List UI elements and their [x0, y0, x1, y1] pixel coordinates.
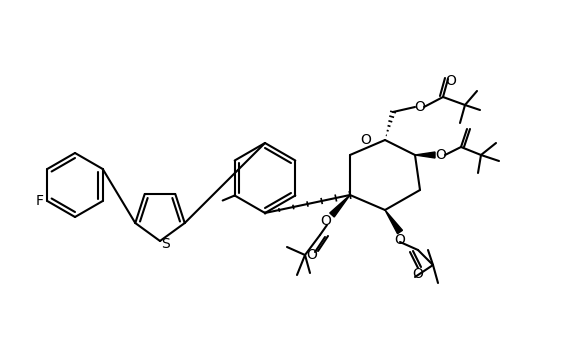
- Text: O: O: [394, 233, 406, 247]
- Text: O: O: [415, 100, 425, 114]
- Text: F: F: [35, 194, 44, 208]
- Text: O: O: [436, 148, 446, 162]
- Text: O: O: [413, 267, 424, 281]
- Polygon shape: [415, 152, 435, 158]
- Text: O: O: [307, 248, 317, 262]
- Polygon shape: [385, 210, 403, 234]
- Text: O: O: [360, 133, 371, 147]
- Polygon shape: [330, 195, 350, 217]
- Text: S: S: [160, 237, 170, 251]
- Text: O: O: [446, 74, 457, 88]
- Text: O: O: [321, 214, 331, 228]
